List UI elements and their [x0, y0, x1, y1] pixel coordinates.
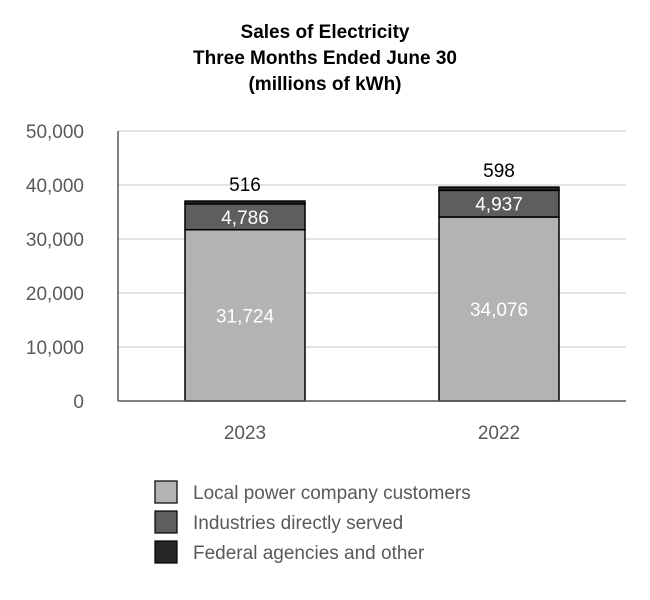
x-tick-label: 2022 [478, 423, 520, 444]
x-axis-ticks: 2023 2022 [224, 423, 520, 444]
legend-swatch [154, 540, 178, 564]
legend-label: Local power company customers [193, 483, 471, 504]
data-labels: 31,724 4,786 516 34,076 4,937 598 [216, 161, 528, 327]
x-tick-label: 2023 [224, 423, 266, 444]
data-label: 4,937 [475, 195, 523, 216]
y-tick-label: 10,000 [26, 338, 84, 359]
bar-segment [438, 186, 560, 192]
data-label: 34,076 [470, 300, 528, 321]
bars [184, 186, 560, 402]
bar-segment [184, 203, 306, 231]
bar-segment [184, 228, 306, 402]
chart-title-line-3: (millions of kWh) [248, 74, 401, 95]
legend-label: Industries directly served [193, 513, 403, 534]
chart-title-line-2: Three Months Ended June 30 [193, 48, 457, 69]
legend-swatch [154, 510, 178, 534]
y-axis-ticks: 0 10,000 20,000 30,000 40,000 50,000 [26, 122, 84, 413]
bar-segment [438, 189, 560, 218]
y-tick-label: 0 [73, 392, 84, 413]
chart-title: Sales of Electricity Three Months Ended … [193, 22, 457, 95]
y-tick-label: 30,000 [26, 230, 84, 251]
legend-swatch [154, 480, 178, 504]
data-label: 516 [229, 175, 261, 196]
legend: Local power company customers Industries … [154, 480, 471, 564]
chart-title-line-1: Sales of Electricity [241, 22, 410, 43]
y-tick-label: 40,000 [26, 176, 84, 197]
bar-segment [184, 200, 306, 205]
y-tick-label: 50,000 [26, 122, 84, 143]
legend-label: Federal agencies and other [193, 543, 425, 564]
data-label: 598 [483, 161, 515, 182]
data-label: 4,786 [221, 208, 269, 229]
y-tick-label: 20,000 [26, 284, 84, 305]
data-label: 31,724 [216, 306, 275, 327]
axes [117, 131, 626, 402]
bar-segment [438, 216, 560, 402]
